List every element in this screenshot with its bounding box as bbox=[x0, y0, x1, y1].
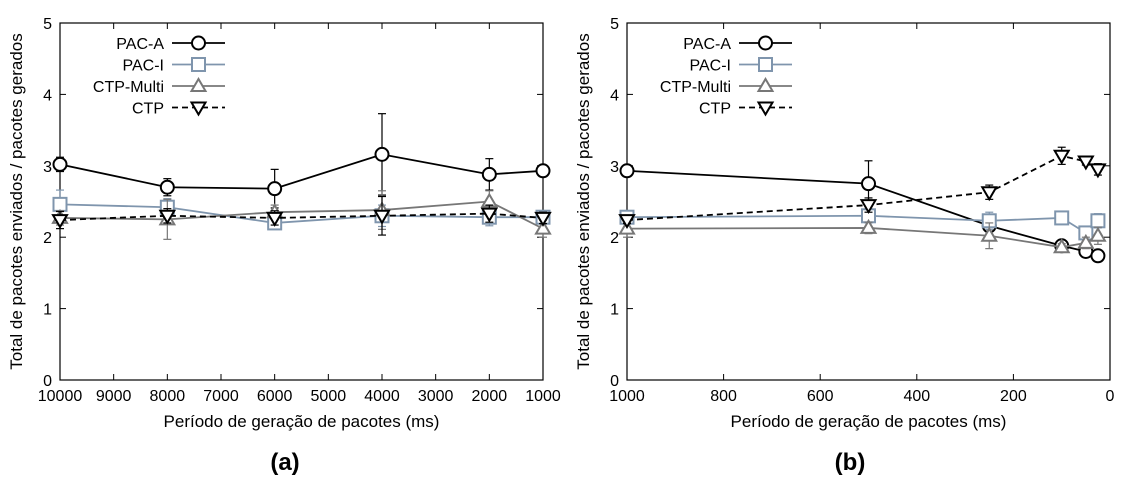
chart-panel-b: 0 1 2 3 4 5 1000 800 600 400 200 0 Período de geraçã… bbox=[574, 16, 1115, 476]
data-point bbox=[980, 226, 998, 242]
series-pac-i bbox=[52, 189, 551, 231]
legend-label: CTP-Multi bbox=[93, 79, 164, 96]
data-point bbox=[859, 199, 878, 215]
legend-label: CTP bbox=[132, 101, 164, 118]
data-point bbox=[1090, 213, 1106, 229]
y-axis-label: Total de pacotes enviados / pacotes gera… bbox=[7, 33, 26, 369]
data-point bbox=[861, 176, 876, 192]
x-tick-label: 0 bbox=[1106, 388, 1115, 405]
x-tick-label: 800 bbox=[710, 388, 737, 405]
x-tick-label: 1000 bbox=[609, 388, 645, 405]
series-ctp bbox=[618, 146, 1107, 230]
y-tick-label: 0 bbox=[610, 373, 619, 390]
legend-label: PAC-I bbox=[123, 58, 164, 75]
data-point bbox=[1077, 233, 1095, 249]
series-ctp-multi bbox=[51, 190, 552, 240]
series-line bbox=[59, 203, 543, 224]
legend-marker bbox=[189, 77, 208, 92]
x-tick-label: 6000 bbox=[257, 388, 293, 405]
panel-label: (a) bbox=[270, 449, 299, 476]
data-point bbox=[480, 207, 499, 223]
data-point bbox=[534, 211, 552, 227]
data-point bbox=[267, 181, 283, 197]
data-point bbox=[618, 214, 636, 230]
legend-marker bbox=[191, 35, 206, 51]
y-tick-label: 4 bbox=[43, 87, 52, 104]
x-axis-label: Período de geração de pacotes (ms) bbox=[731, 412, 1007, 431]
plot-frame bbox=[626, 22, 1111, 381]
panel-label: (b) bbox=[835, 449, 866, 476]
x-axis-label: Período de geração de pacotes (ms) bbox=[164, 412, 440, 431]
y-tick-label: 5 bbox=[610, 16, 619, 33]
series-pac-i bbox=[619, 208, 1106, 241]
x-tick-label: 10000 bbox=[38, 388, 83, 405]
data-point bbox=[1052, 149, 1071, 165]
x-tick-label: 4000 bbox=[364, 388, 400, 405]
y-tick-label: 2 bbox=[610, 230, 619, 247]
plot-frame bbox=[59, 22, 544, 381]
data-point bbox=[535, 163, 551, 179]
data-point bbox=[1089, 226, 1107, 242]
series-pac-a bbox=[52, 113, 551, 209]
data-point bbox=[534, 219, 552, 235]
x-tick-label: 8000 bbox=[150, 388, 186, 405]
data-point bbox=[1054, 210, 1070, 226]
x-tick-label: 400 bbox=[903, 388, 930, 405]
y-tick-label: 3 bbox=[43, 159, 52, 176]
y-tick-label: 4 bbox=[610, 87, 619, 104]
legend: PAC-A PAC-I CTP-Multi CTP bbox=[660, 35, 792, 118]
legend-label: PAC-A bbox=[116, 36, 164, 53]
y-tick-label: 3 bbox=[610, 159, 619, 176]
data-point bbox=[980, 186, 998, 202]
x-tick-label: 600 bbox=[807, 388, 834, 405]
series-ctp bbox=[51, 195, 552, 236]
data-point bbox=[373, 209, 391, 225]
data-point bbox=[1052, 238, 1071, 254]
legend-marker bbox=[756, 101, 775, 117]
chart-panel-a: 0 1 2 3 4 5 10000 9000 8000 7000 6000 5000 4000 3000 2… bbox=[7, 16, 561, 476]
data-point bbox=[158, 209, 177, 225]
data-point bbox=[619, 163, 635, 179]
legend-marker bbox=[758, 57, 773, 72]
y-tick-label: 5 bbox=[43, 16, 52, 33]
y-tick-label: 0 bbox=[43, 373, 52, 390]
data-point bbox=[374, 146, 390, 162]
data-point bbox=[159, 179, 175, 195]
data-point bbox=[51, 214, 69, 230]
x-tick-label: 5000 bbox=[311, 388, 347, 405]
data-point bbox=[1089, 163, 1107, 179]
legend-marker bbox=[758, 35, 773, 51]
legend-label: PAC-A bbox=[683, 36, 731, 53]
series-line bbox=[59, 200, 544, 230]
y-tick-label: 2 bbox=[43, 230, 52, 247]
x-tick-label: 9000 bbox=[96, 388, 132, 405]
data-point bbox=[1090, 248, 1106, 264]
x-tick-label: 200 bbox=[1000, 388, 1027, 405]
data-point bbox=[481, 166, 497, 182]
y-tick-label: 1 bbox=[43, 302, 52, 319]
y-axis-label: Total de pacotes enviados / pacotes gera… bbox=[574, 33, 593, 369]
legend-label: PAC-I bbox=[690, 58, 731, 75]
y-tick-label: 1 bbox=[610, 302, 619, 319]
x-tick-label: 1000 bbox=[525, 388, 561, 405]
data-point bbox=[52, 196, 68, 212]
legend-marker bbox=[189, 101, 208, 117]
legend-label: CTP bbox=[699, 101, 731, 118]
series-ctp-multi bbox=[618, 218, 1107, 254]
legend-marker bbox=[756, 77, 775, 92]
legend: PAC-A PAC-I CTP-Multi CTP bbox=[93, 35, 225, 118]
legend-label: CTP-Multi bbox=[660, 79, 731, 96]
data-point bbox=[265, 211, 284, 227]
data-point bbox=[52, 156, 68, 172]
series-line bbox=[59, 153, 544, 190]
x-tick-label: 2000 bbox=[472, 388, 508, 405]
data-point bbox=[1077, 155, 1095, 171]
x-tick-label: 7000 bbox=[203, 388, 239, 405]
x-tick-label: 3000 bbox=[418, 388, 454, 405]
data-point bbox=[859, 218, 878, 234]
legend-marker bbox=[191, 57, 206, 72]
